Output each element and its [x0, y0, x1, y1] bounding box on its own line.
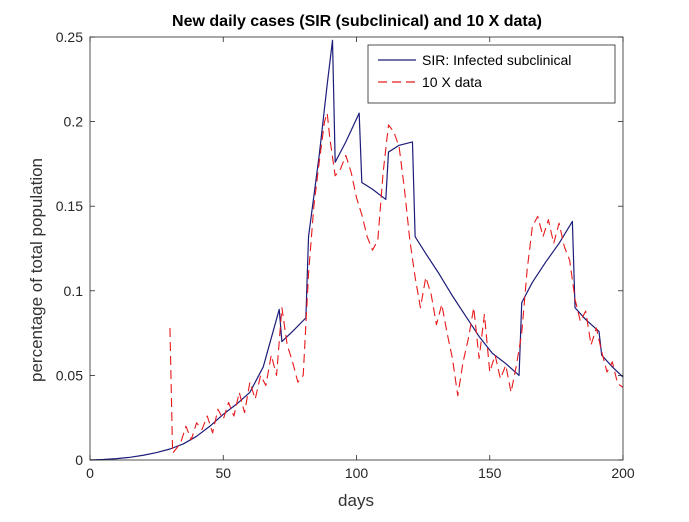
- plot-area: [89, 39, 624, 461]
- x-tick-label: 50: [215, 465, 231, 481]
- series-line-2: [169, 112, 624, 454]
- y-tick-label: 0.05: [56, 367, 83, 383]
- legend-label-1: SIR: Infected subclinical: [422, 52, 571, 68]
- y-tick-label: 0: [75, 452, 83, 468]
- x-tick-label: 100: [345, 465, 369, 481]
- y-tick-label: 0.2: [64, 114, 84, 130]
- x-tick-label: 0: [86, 465, 94, 481]
- legend-box: [367, 44, 616, 104]
- y-tick-label: 0.15: [56, 198, 83, 214]
- series-line-1: [89, 39, 624, 461]
- y-tick-label: 0.25: [56, 29, 83, 45]
- axes: 0 50 100 150 200 0 0.05 0.1 0.15 0.2 0.25: [56, 29, 635, 481]
- legend-label-2: 10 X data: [422, 74, 482, 90]
- y-tick-label: 0.1: [64, 283, 84, 299]
- legend: SIR: Infected subclinical 10 X data: [367, 44, 616, 104]
- y-axis-label: percentage of total population: [27, 158, 46, 382]
- x-axis-label: days: [338, 491, 374, 510]
- x-tick-label: 150: [478, 465, 502, 481]
- chart-title: New daily cases (SIR (subclinical) and 1…: [172, 13, 542, 30]
- x-tick-label: 200: [611, 465, 635, 481]
